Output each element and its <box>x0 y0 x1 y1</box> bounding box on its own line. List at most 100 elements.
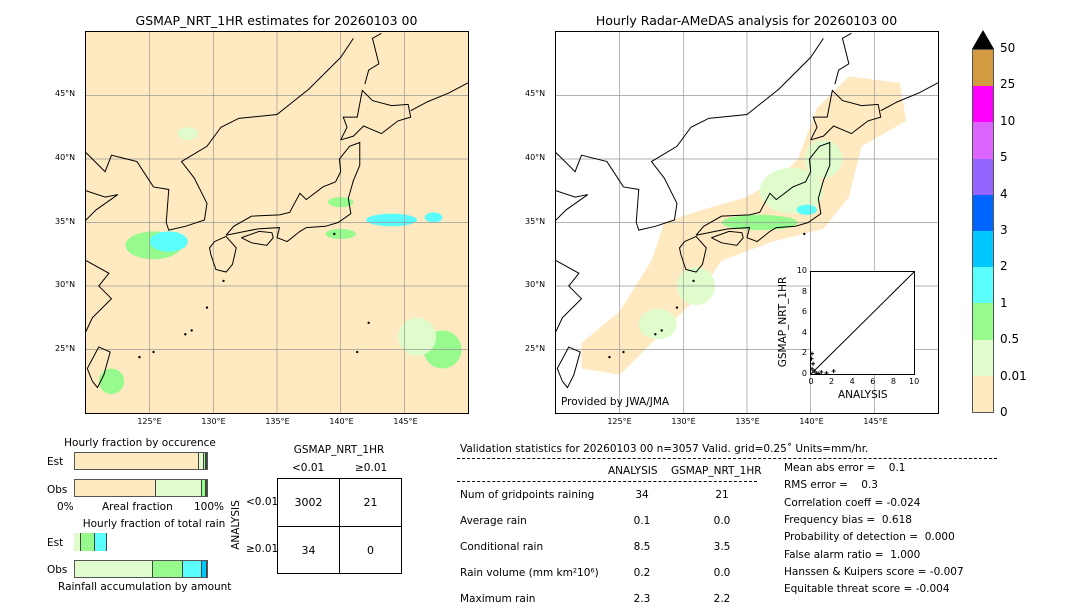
colorbar-label: 0 <box>1000 405 1008 419</box>
colorbar-swatch <box>973 303 993 340</box>
coastline <box>880 82 939 112</box>
occurrence-title: Hourly fraction by occurence <box>64 437 216 449</box>
scatter-ytick: 10 <box>796 266 807 275</box>
coastline <box>695 141 831 243</box>
coastline <box>208 235 237 273</box>
stat-label: Average rain <box>460 515 527 527</box>
lon-tick: 130°E <box>671 417 696 426</box>
lon-tick: 130°E <box>201 417 226 426</box>
scatter-point <box>809 356 814 361</box>
colorbar-swatch <box>973 194 993 231</box>
rain-blob <box>638 308 677 340</box>
island <box>184 333 187 336</box>
lon-tick: 145°E <box>393 417 418 426</box>
scatter-point <box>824 370 829 375</box>
colorbar-label: 3 <box>1000 223 1008 237</box>
cell-hits-none: 3002 <box>277 478 340 527</box>
bar-segment <box>75 480 156 496</box>
bar-segment <box>95 533 108 551</box>
scatter-xtick: 8 <box>890 377 896 386</box>
bar-segment <box>205 480 207 496</box>
one-to-one-line <box>810 271 915 375</box>
scatter-point <box>819 369 824 374</box>
bar-segment <box>203 453 206 469</box>
rain-obs-bar <box>74 560 208 578</box>
bar-segment <box>81 533 96 551</box>
colorbar-label: 0.01 <box>1000 368 1027 383</box>
bar-segment <box>199 453 204 469</box>
island <box>675 306 679 309</box>
stat-gsmap: 3.5 <box>713 541 731 553</box>
bar-segment <box>75 453 200 469</box>
rain-fraction-title: Hourly fraction of total rain <box>82 518 226 530</box>
occ-tick-0: 0% <box>57 501 74 513</box>
scatter-xtick: 4 <box>849 377 855 386</box>
coastline <box>711 230 744 246</box>
score-line: Mean abs error = 0.1 <box>784 462 906 474</box>
island <box>205 306 209 309</box>
coastline <box>834 32 852 85</box>
island <box>356 350 359 354</box>
lon-tick: 135°E <box>265 417 290 426</box>
stats-col-analysis: ANALYSIS <box>608 465 658 477</box>
colorbar-extend-arrow <box>972 30 994 49</box>
scatter-ytick: 4 <box>801 327 807 337</box>
rain-blob <box>759 167 824 214</box>
stat-analysis: 0.2 <box>633 567 651 579</box>
island <box>190 329 193 332</box>
contingency-title: GSMAP_NRT_1HR <box>293 444 385 456</box>
stat-analysis: 34 <box>635 489 649 501</box>
lat-tick: 35°N <box>55 216 76 226</box>
stat-label: Num of gridpoints raining <box>460 489 595 501</box>
stat-label: Rain volume (mm km²10⁶) <box>460 567 599 579</box>
lat-tick: 30°N <box>55 280 76 290</box>
stat-label: Conditional rain <box>460 541 544 553</box>
scatter-point <box>811 361 816 366</box>
rain-blob <box>98 368 125 394</box>
lat-tick: 40°N <box>55 152 76 162</box>
bar-segment <box>183 561 202 577</box>
occ-est-bar <box>74 452 208 470</box>
colorbar-swatch <box>973 158 993 195</box>
bar-segment <box>155 480 202 496</box>
occ-est-label: Est <box>47 456 64 468</box>
coastline <box>85 38 354 231</box>
colorbar-label: 0.5 <box>1000 332 1020 347</box>
island <box>608 355 611 359</box>
bar-segment <box>201 561 207 577</box>
score-line: Equitable threat score = -0.004 <box>784 583 950 596</box>
stats-header: Validation statistics for 20260103 00 n=… <box>460 443 869 455</box>
lat-tick: 35°N <box>525 216 546 226</box>
colorbar-label: 25 <box>1000 77 1016 92</box>
rain-blob <box>149 231 188 252</box>
rain-est-label: Est <box>47 537 64 549</box>
coastline <box>410 82 469 112</box>
occ-xlabel: Areal fraction <box>102 501 173 513</box>
lon-tick: 125°E <box>607 417 632 426</box>
stat-gsmap: 21 <box>715 489 729 501</box>
scatter-ytick: 2 <box>801 348 807 358</box>
lon-tick: 140°E <box>799 417 824 426</box>
island <box>803 232 806 236</box>
occ-obs-bar <box>74 479 208 497</box>
colorbar-label: 10 <box>1000 113 1016 128</box>
scatter-xlabel: ANALYSIS <box>838 389 888 401</box>
lon-tick: 140°E <box>329 417 354 426</box>
rain-est-bar <box>74 533 208 551</box>
col-header-lt: <0.01 <box>292 462 325 474</box>
stat-analysis: 0.1 <box>633 515 651 527</box>
colorbar-swatch <box>973 86 993 123</box>
scatter-point <box>812 368 817 373</box>
scatter-ytick: 8 <box>801 286 807 296</box>
scatter-xtick: 10 <box>909 377 920 386</box>
cell-hit: 0 <box>339 526 402 574</box>
bar-segment <box>74 533 82 551</box>
bar-segment <box>201 480 206 496</box>
coastline <box>678 235 707 273</box>
colorbar-swatch <box>973 339 993 376</box>
lat-tick: 25°N <box>525 344 546 354</box>
rain-obs-label: Obs <box>47 564 68 576</box>
coastline <box>241 230 274 246</box>
coastline <box>555 38 824 231</box>
